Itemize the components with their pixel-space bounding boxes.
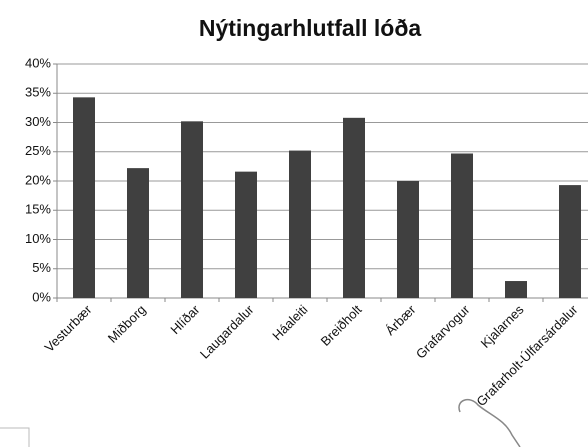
x-tick-label: Árbær [382, 301, 419, 338]
map-decoration [458, 398, 521, 447]
bar [397, 181, 419, 298]
bar [343, 117, 365, 298]
bar [235, 171, 257, 298]
bar [559, 185, 581, 298]
bar [127, 168, 149, 298]
bar [289, 150, 311, 298]
x-tick-label: Hlíðar [167, 301, 203, 337]
x-tick-label: Laugardalur [197, 301, 257, 361]
y-tick-label: 15% [25, 202, 51, 217]
x-tick-label: Vesturbær [42, 301, 95, 354]
x-tick-label: Breiðholt [318, 302, 365, 349]
y-tick-label: 40% [25, 55, 51, 70]
y-tick-label: 10% [25, 231, 51, 246]
y-tick-label: 0% [32, 289, 51, 304]
x-tick-label: Grafarvogur [413, 301, 473, 361]
y-tick-label: 25% [25, 143, 51, 158]
bar [451, 153, 473, 298]
frame-corner [0, 427, 30, 447]
y-tick-label: 35% [25, 85, 51, 100]
y-tick-label: 20% [25, 172, 51, 187]
bar [505, 281, 527, 298]
y-tick-label: 5% [32, 260, 51, 275]
y-tick-label: 30% [25, 114, 51, 129]
chart-title: Nýtingarhlutfall lóða [199, 15, 422, 41]
x-tick-label: Kjalarnes [478, 302, 527, 351]
bar [73, 97, 95, 298]
x-tick-label: Háaleiti [269, 302, 310, 343]
x-tick-label: Grafarholt-Úlfarsárdalur [473, 301, 581, 409]
bar [181, 121, 203, 298]
x-tick-label: Miðborg [105, 302, 149, 346]
